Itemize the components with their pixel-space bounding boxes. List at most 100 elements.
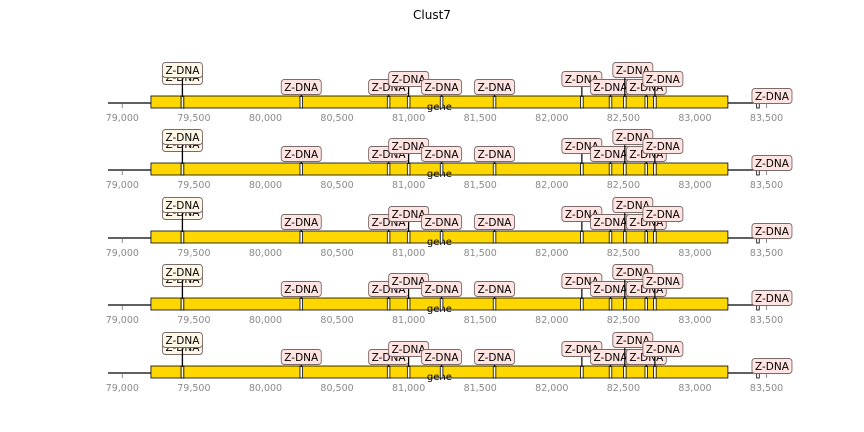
x-tick-label: 79,500 <box>177 113 210 124</box>
x-tick-label: 82,500 <box>607 383 640 394</box>
tracks-layer: 79,000 79,500 80,000 80,500 81,000 81,500 82,0… <box>106 62 793 394</box>
x-tick-label: 82,500 <box>607 180 640 191</box>
feature-label: Z-DNA <box>478 217 513 229</box>
feature-label-box <box>388 273 430 289</box>
feature-marker <box>623 365 627 379</box>
feature-label-box <box>161 129 203 145</box>
feature-label-box <box>642 206 684 222</box>
feature-label-box <box>280 79 322 95</box>
feature-label-box <box>474 281 515 297</box>
feature-marker <box>439 230 444 244</box>
feature-label-box <box>280 349 322 365</box>
feature-label-box <box>161 332 203 348</box>
feature-label-box <box>642 138 684 154</box>
feature-label: Z-DNA <box>478 352 513 364</box>
x-tick-label: 82,000 <box>535 383 568 394</box>
feature-label-box <box>642 341 684 357</box>
feature-marker <box>492 230 497 244</box>
track-2: 79,000 79,500 80,000 80,500 81,000 81,500 82,0… <box>106 129 793 191</box>
feature-label: Z-DNA <box>392 344 427 356</box>
feature-label: Z-DNA <box>646 344 681 356</box>
feature-label-box <box>421 214 463 230</box>
x-tick-label: 83,000 <box>678 248 711 259</box>
feature-label: Z-DNA <box>755 361 790 373</box>
feature-marker <box>623 297 627 311</box>
feature-label: Z-DNA <box>425 217 460 229</box>
feature-label-box <box>474 349 515 365</box>
feature-marker <box>653 365 657 379</box>
feature-marker <box>644 230 648 244</box>
feature-label-box <box>474 214 515 230</box>
feature-marker <box>386 162 391 176</box>
feature-label: Z-DNA <box>616 132 651 144</box>
feature-label-box <box>388 341 430 357</box>
x-tick-label: 81,500 <box>464 180 497 191</box>
feature-label: Z-DNA <box>392 276 427 288</box>
x-tick-label: 79,500 <box>177 315 210 326</box>
feature-marker <box>580 365 584 379</box>
feature-label: Z-DNA <box>165 132 200 144</box>
x-tick-label: 79,000 <box>106 383 139 394</box>
gene-label: gene <box>427 102 452 113</box>
gene-label: gene <box>427 169 452 180</box>
feature-label-box <box>388 71 430 87</box>
x-tick-label: 82,000 <box>535 248 568 259</box>
x-tick-label: 81,500 <box>464 315 497 326</box>
x-tick-label: 81,000 <box>392 315 425 326</box>
feature-marker <box>580 95 584 109</box>
feature-label-box <box>421 349 463 365</box>
feature-label-box <box>474 79 515 95</box>
feature-label: Z-DNA <box>425 284 460 296</box>
feature-label-box <box>751 223 793 239</box>
x-tick-label: 83,000 <box>678 180 711 191</box>
x-tick-label: 82,000 <box>535 180 568 191</box>
feature-label: Z-DNA <box>594 217 629 229</box>
feature-marker <box>492 162 497 176</box>
feature-label: Z-DNA <box>616 335 651 347</box>
gene-label: gene <box>427 237 452 248</box>
feature-label: Z-DNA <box>478 82 513 94</box>
feature-label: Z-DNA <box>284 284 319 296</box>
x-tick-label: 79,500 <box>177 248 210 259</box>
feature-marker <box>406 297 411 311</box>
chart-title: Clust7 <box>413 8 451 22</box>
gene-bar <box>150 365 729 379</box>
x-tick-label: 79,500 <box>177 180 210 191</box>
feature-label: Z-DNA <box>165 65 200 77</box>
feature-marker <box>492 297 497 311</box>
feature-label: Z-DNA <box>646 209 681 221</box>
feature-marker <box>180 365 185 379</box>
feature-label: Z-DNA <box>478 149 513 161</box>
feature-marker <box>492 365 497 379</box>
feature-label-box <box>751 155 793 171</box>
feature-label-box <box>280 146 322 162</box>
feature-label: Z-DNA <box>392 74 427 86</box>
gene-bar <box>150 162 729 176</box>
feature-label: Z-DNA <box>165 267 200 279</box>
feature-marker <box>406 230 411 244</box>
x-tick-label: 83,500 <box>750 248 783 259</box>
x-tick-label: 80,000 <box>249 315 282 326</box>
x-tick-label: 82,500 <box>607 113 640 124</box>
feature-label: Z-DNA <box>755 226 790 238</box>
feature-marker <box>492 95 497 109</box>
feature-marker <box>623 162 627 176</box>
feature-label: Z-DNA <box>594 82 629 94</box>
feature-label-box <box>751 88 793 104</box>
feature-marker <box>644 162 648 176</box>
x-tick-label: 82,500 <box>607 248 640 259</box>
feature-label: Z-DNA <box>392 209 427 221</box>
x-tick-label: 81,000 <box>392 383 425 394</box>
feature-label-box <box>421 146 463 162</box>
feature-label: Z-DNA <box>425 149 460 161</box>
feature-label: Z-DNA <box>392 141 427 153</box>
feature-label: Z-DNA <box>284 217 319 229</box>
feature-marker <box>299 162 303 176</box>
gene-label: gene <box>427 304 452 315</box>
feature-marker <box>608 230 613 244</box>
feature-label-box <box>388 206 430 222</box>
feature-marker <box>439 365 444 379</box>
feature-marker <box>608 365 613 379</box>
feature-marker <box>299 365 303 379</box>
x-tick-label: 82,500 <box>607 315 640 326</box>
